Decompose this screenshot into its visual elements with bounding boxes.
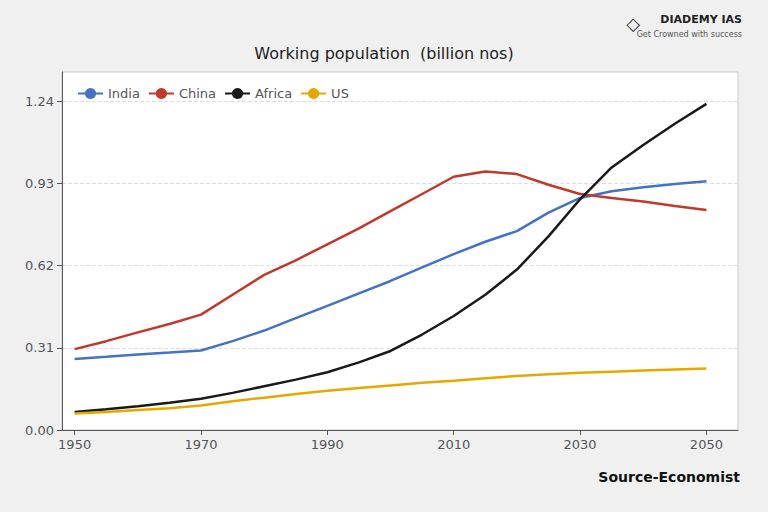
svg-text:US: US (331, 86, 349, 101)
svg-text:0.62: 0.62 (25, 258, 54, 273)
svg-text:2050: 2050 (690, 437, 723, 452)
svg-text:2030: 2030 (564, 437, 597, 452)
svg-text:0.00: 0.00 (25, 423, 54, 438)
svg-text:China: China (179, 86, 216, 101)
svg-text:DIADEMY IAS: DIADEMY IAS (660, 13, 742, 26)
svg-text:Get Crowned with success: Get Crowned with success (637, 30, 742, 39)
svg-text:1990: 1990 (311, 437, 344, 452)
svg-text:0.31: 0.31 (25, 340, 54, 355)
svg-text:Africa: Africa (255, 86, 292, 101)
svg-text:0.93: 0.93 (25, 176, 54, 191)
svg-text:Working population (billion n: Working population (billion nos) (254, 44, 513, 63)
svg-text:1970: 1970 (184, 437, 217, 452)
svg-text:India: India (108, 86, 140, 101)
svg-text:1950: 1950 (58, 437, 91, 452)
svg-text:1.24: 1.24 (25, 94, 54, 109)
svg-text:2010: 2010 (437, 437, 470, 452)
svg-text:Source-Economist: Source-Economist (598, 469, 740, 485)
